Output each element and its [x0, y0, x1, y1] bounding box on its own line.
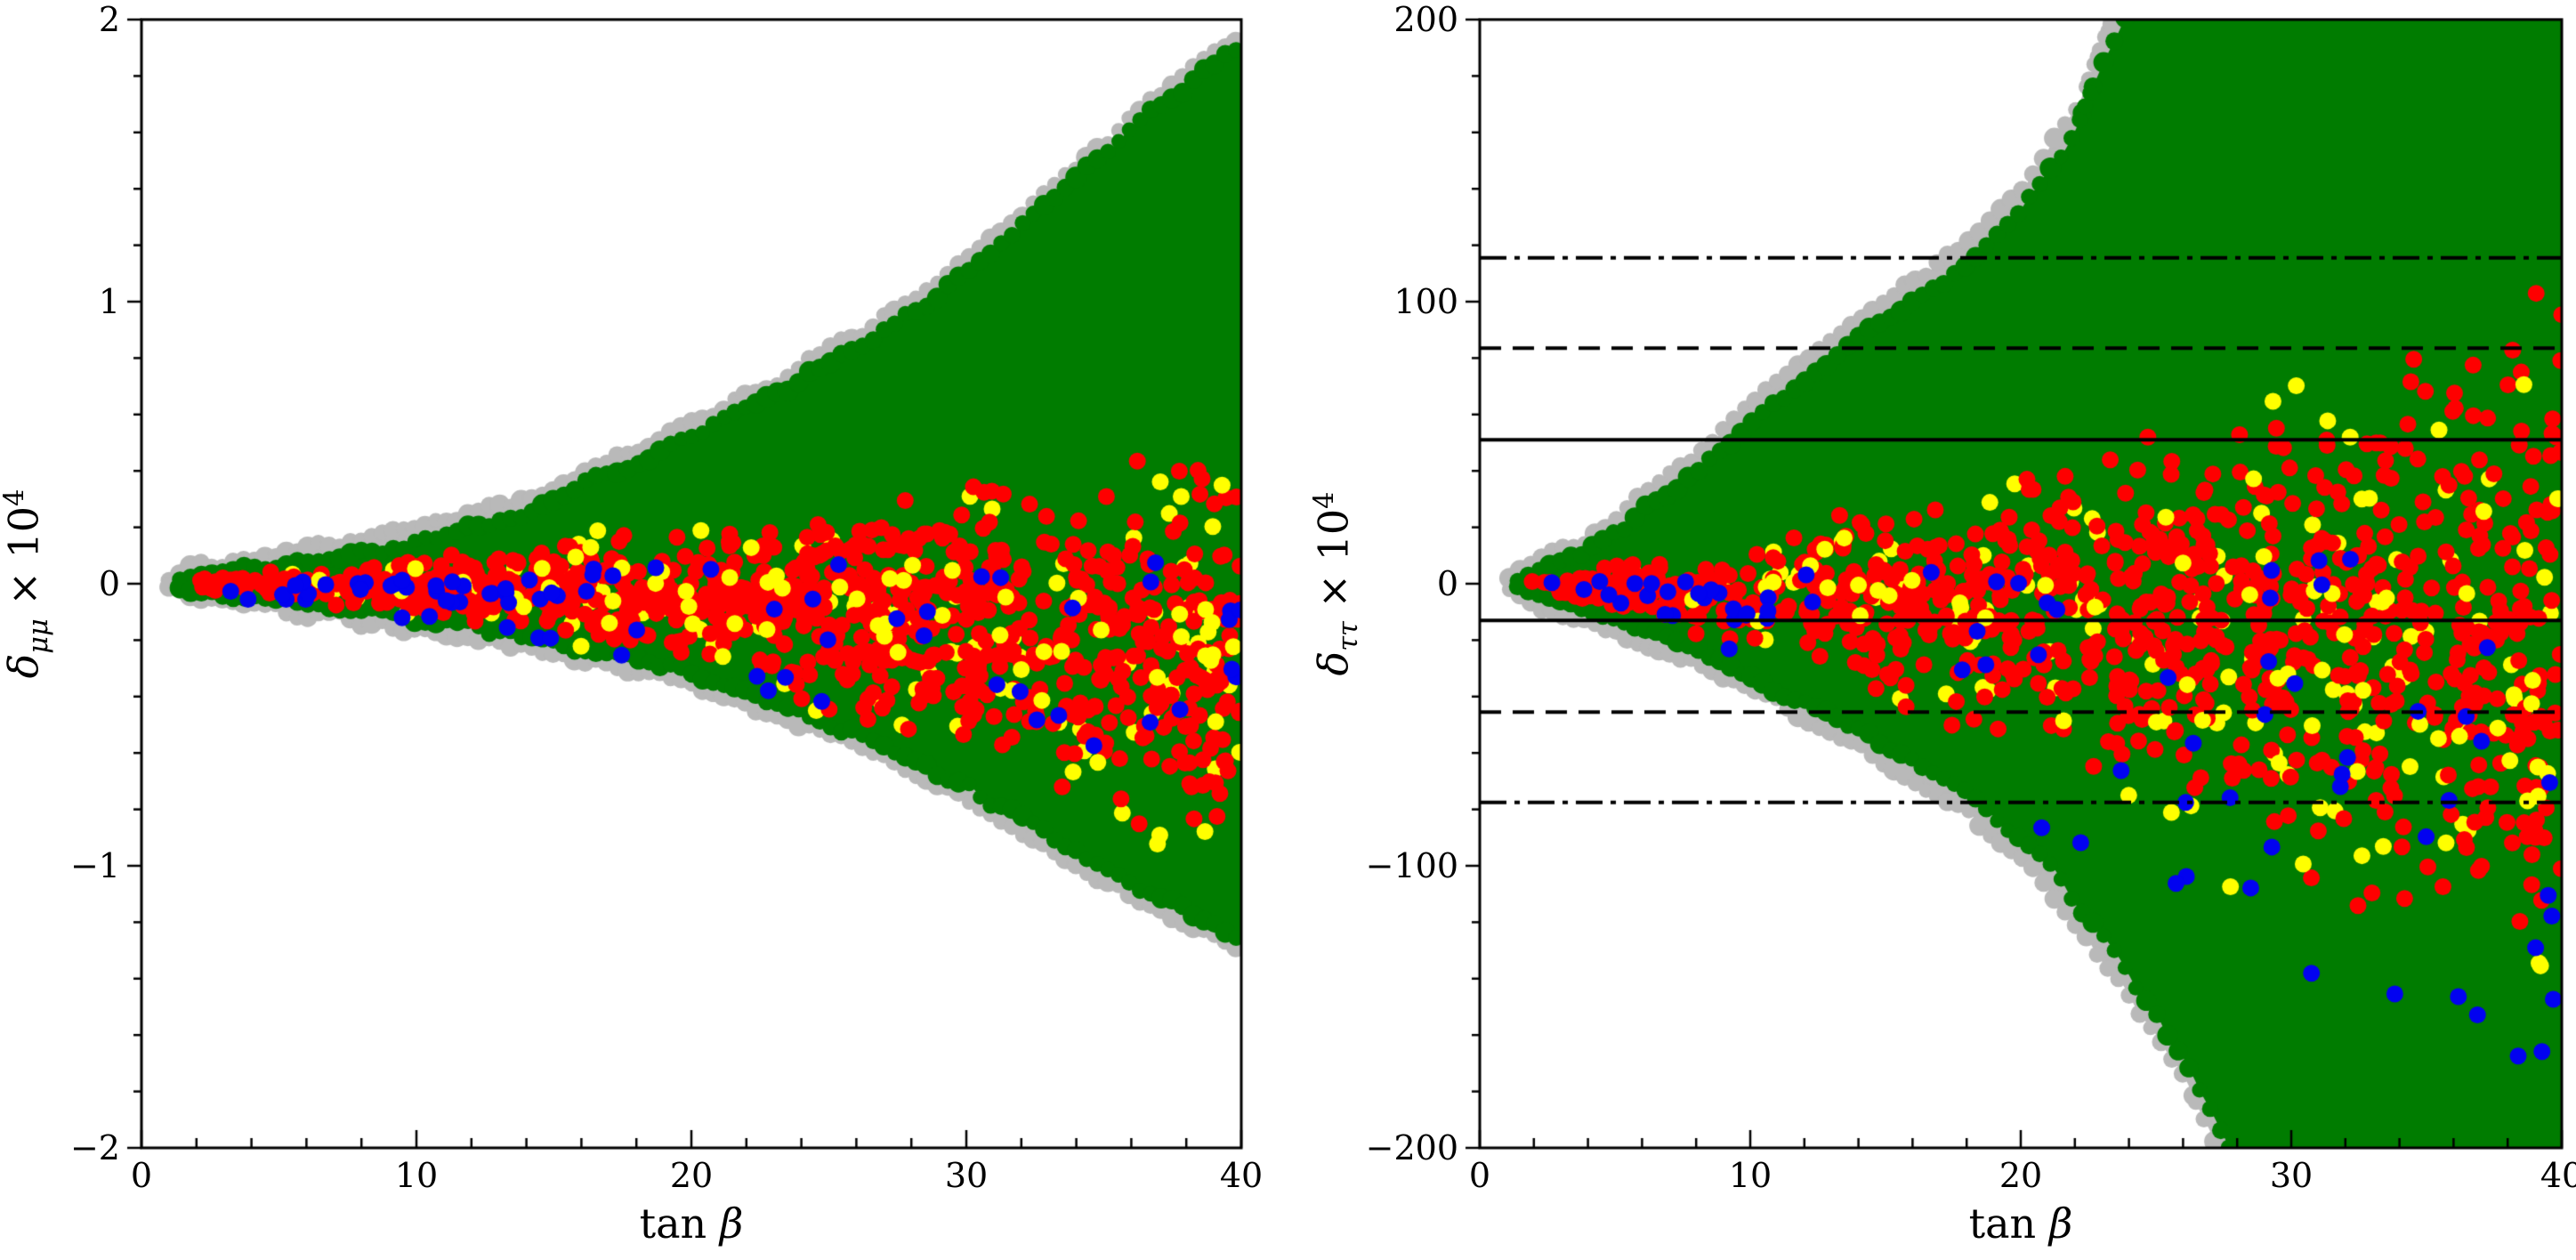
- y-tick-label: 200: [1393, 0, 1458, 39]
- y-tick-label: 2: [98, 0, 120, 39]
- exponent-four: 4: [0, 489, 31, 506]
- x-tick-label: 40: [1219, 1156, 1264, 1195]
- y-tick-label: −1: [69, 846, 120, 885]
- y-tick-label: 0: [98, 564, 120, 603]
- mumu-subscript: μμ: [22, 618, 54, 654]
- right-y-axis-label: δττ × 104: [1309, 492, 1364, 676]
- exponent-four: 4: [1309, 491, 1341, 509]
- beta-symbol: β: [2048, 1199, 2073, 1248]
- x-tick-label: 20: [669, 1156, 714, 1195]
- right-x-axis-label: tan β: [1969, 1199, 2073, 1248]
- y-tick-label: 0: [1436, 564, 1458, 603]
- delta-symbol: δ: [1309, 650, 1358, 676]
- tan-text: tan: [639, 1199, 720, 1248]
- tan-text: tan: [1968, 1199, 2049, 1248]
- left-x-axis-label: tan β: [640, 1199, 744, 1248]
- left-plot-canvas: [125, 18, 1245, 1151]
- x-tick-label: 40: [2540, 1156, 2576, 1195]
- delta-symbol: δ: [0, 653, 48, 679]
- x-tick-label: 30: [944, 1156, 989, 1195]
- x-tick-label: 30: [2269, 1156, 2314, 1195]
- times-ten: × 10: [0, 505, 48, 619]
- beta-symbol: β: [719, 1199, 744, 1248]
- x-tick-label: 10: [394, 1156, 439, 1195]
- right-plot-canvas: [1464, 18, 2565, 1151]
- y-tick-label: 100: [1393, 282, 1458, 321]
- x-tick-label: 0: [130, 1156, 153, 1195]
- x-tick-label: 20: [1999, 1156, 2043, 1195]
- left-y-axis-label: δμμ × 104: [0, 489, 54, 679]
- times-ten: × 10: [1309, 508, 1358, 622]
- x-tick-label: 10: [1728, 1156, 1773, 1195]
- y-tick-label: 1: [98, 282, 120, 321]
- y-tick-label: −200: [1365, 1128, 1458, 1167]
- y-tick-label: −2: [69, 1128, 120, 1167]
- x-tick-label: 0: [1468, 1156, 1491, 1195]
- y-tick-label: −100: [1365, 846, 1458, 885]
- tautau-subscript: ττ: [1332, 621, 1364, 651]
